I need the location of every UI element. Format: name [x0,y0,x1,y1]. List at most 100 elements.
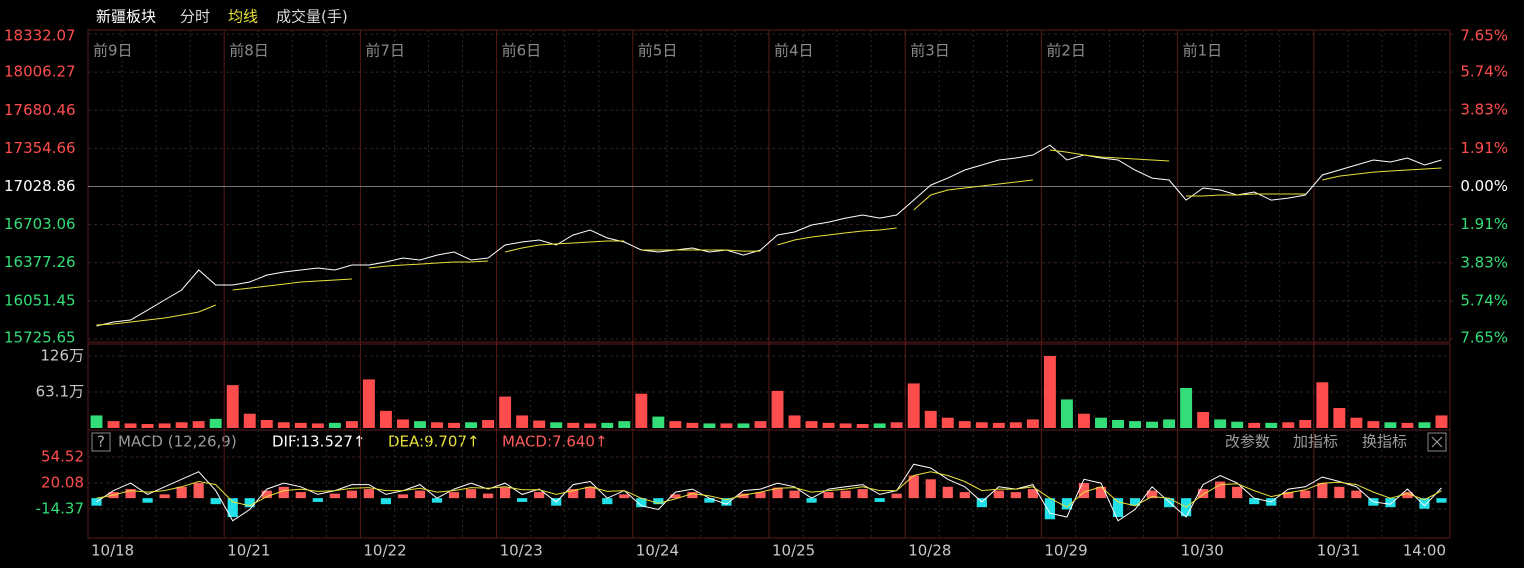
macd-bar [1129,498,1141,506]
volume-bar [584,423,597,428]
x-tick-label: 10/30 [1181,542,1224,560]
volume-bar [1265,422,1278,428]
macd-bar [908,475,919,499]
macd-bar [1078,483,1090,499]
macd-bar [585,486,596,499]
button[interactable]: 加指标 [1293,433,1338,451]
volume-bar [431,422,443,428]
macd-bar [482,493,494,499]
macd-bar [363,489,375,499]
day-label: 前2日 [1046,42,1086,60]
tab[interactable]: 均线 [228,8,258,26]
volume-bar [567,422,580,428]
macd-bar [500,487,511,499]
macd-bar [91,498,102,506]
macd-bar [431,498,443,503]
y2-tick-label: 5.74% [1460,291,1508,309]
volume-bar [1333,408,1346,428]
macd-bar [1010,492,1021,499]
price-line [96,144,1442,327]
macd-bar [602,498,613,505]
y2-tick-label: 5.74% [1460,63,1508,81]
macd-bar [1283,492,1294,499]
button[interactable]: 改参数 [1225,433,1270,451]
tab[interactable]: 成交量(手) [276,8,348,26]
volume-bar [618,421,631,428]
volume-bar [686,422,699,428]
volume-bar [550,422,563,428]
macd-bar [517,498,528,502]
dea-line [96,471,1442,508]
volume-bar [1043,356,1056,428]
y2-tick-label: 0.00% [1460,177,1508,195]
macd-bar [1300,490,1311,499]
volume-bar [465,422,478,428]
volume-bar [158,423,171,428]
volume-bar [1026,419,1039,428]
volume-bar [1367,421,1380,428]
y-tick-label: 17354.66 [4,139,76,157]
y-tick-label: 16051.45 [4,291,76,309]
macd-bar [755,492,766,499]
macd-bar [193,483,204,499]
volume-bar [805,421,818,428]
volume-bar [1401,422,1414,428]
volume-bar [601,422,614,428]
y-tick-label: 18332.07 [4,27,76,45]
volume-bar [720,423,733,428]
x-tick-label: 10/22 [363,542,406,560]
help-button[interactable] [91,432,111,452]
macd-bar [1232,486,1243,499]
volume-bar [516,415,529,428]
tab[interactable]: 分时 [180,8,210,26]
volume-bar [771,390,784,428]
volume-bar [975,422,988,428]
macd-bar [261,490,272,499]
macd-bar [772,487,783,499]
macd-bar [568,489,579,499]
volume-bar [941,417,954,428]
avg-line [96,304,216,326]
macd-bar [1146,490,1158,499]
macd-bar [687,492,698,499]
macd-bar [1112,498,1124,518]
macd-bar [857,489,868,499]
close-button[interactable] [1427,432,1447,452]
volume-bar [839,423,852,428]
volume-bar [277,422,290,428]
dif-label: DIF:13.527↑ [272,433,366,451]
macd-bar [993,490,1004,499]
y-tick-label: -14.37 [36,499,84,517]
macd-bar [534,492,545,499]
help-icon[interactable]: ? [97,433,105,451]
day-label: 前6日 [502,42,542,60]
avg-line [504,240,625,253]
volume-bar [1095,417,1107,428]
macd-bar [653,498,664,505]
volume-bar [260,420,273,428]
volume-bar [311,423,324,428]
y2-tick-label: 1.91% [1460,215,1508,233]
button[interactable]: 换指标 [1362,433,1407,451]
macd-bar [295,492,306,499]
volume-bar [192,421,205,428]
avg-line [777,227,897,246]
volume-bar [124,423,137,428]
day-label: 前1日 [1183,42,1223,60]
macd-bar [414,490,426,499]
avg-line [641,249,761,252]
day-label: 前5日 [638,42,678,60]
volume-bar [669,421,682,428]
volume-bar [414,421,426,428]
dea-label: DEA:9.707↑ [388,433,480,451]
day-label: 前4日 [774,42,814,60]
volume-bar [1282,422,1295,428]
volume-bar [1384,422,1397,428]
indicator-name: MACD (12,26,9) [118,433,237,451]
volume-bar [243,413,256,428]
volume-bar [635,393,648,428]
volume-bar [1009,422,1022,428]
close-icon[interactable] [1431,436,1443,448]
y-tick-label: 20.08 [41,473,84,491]
